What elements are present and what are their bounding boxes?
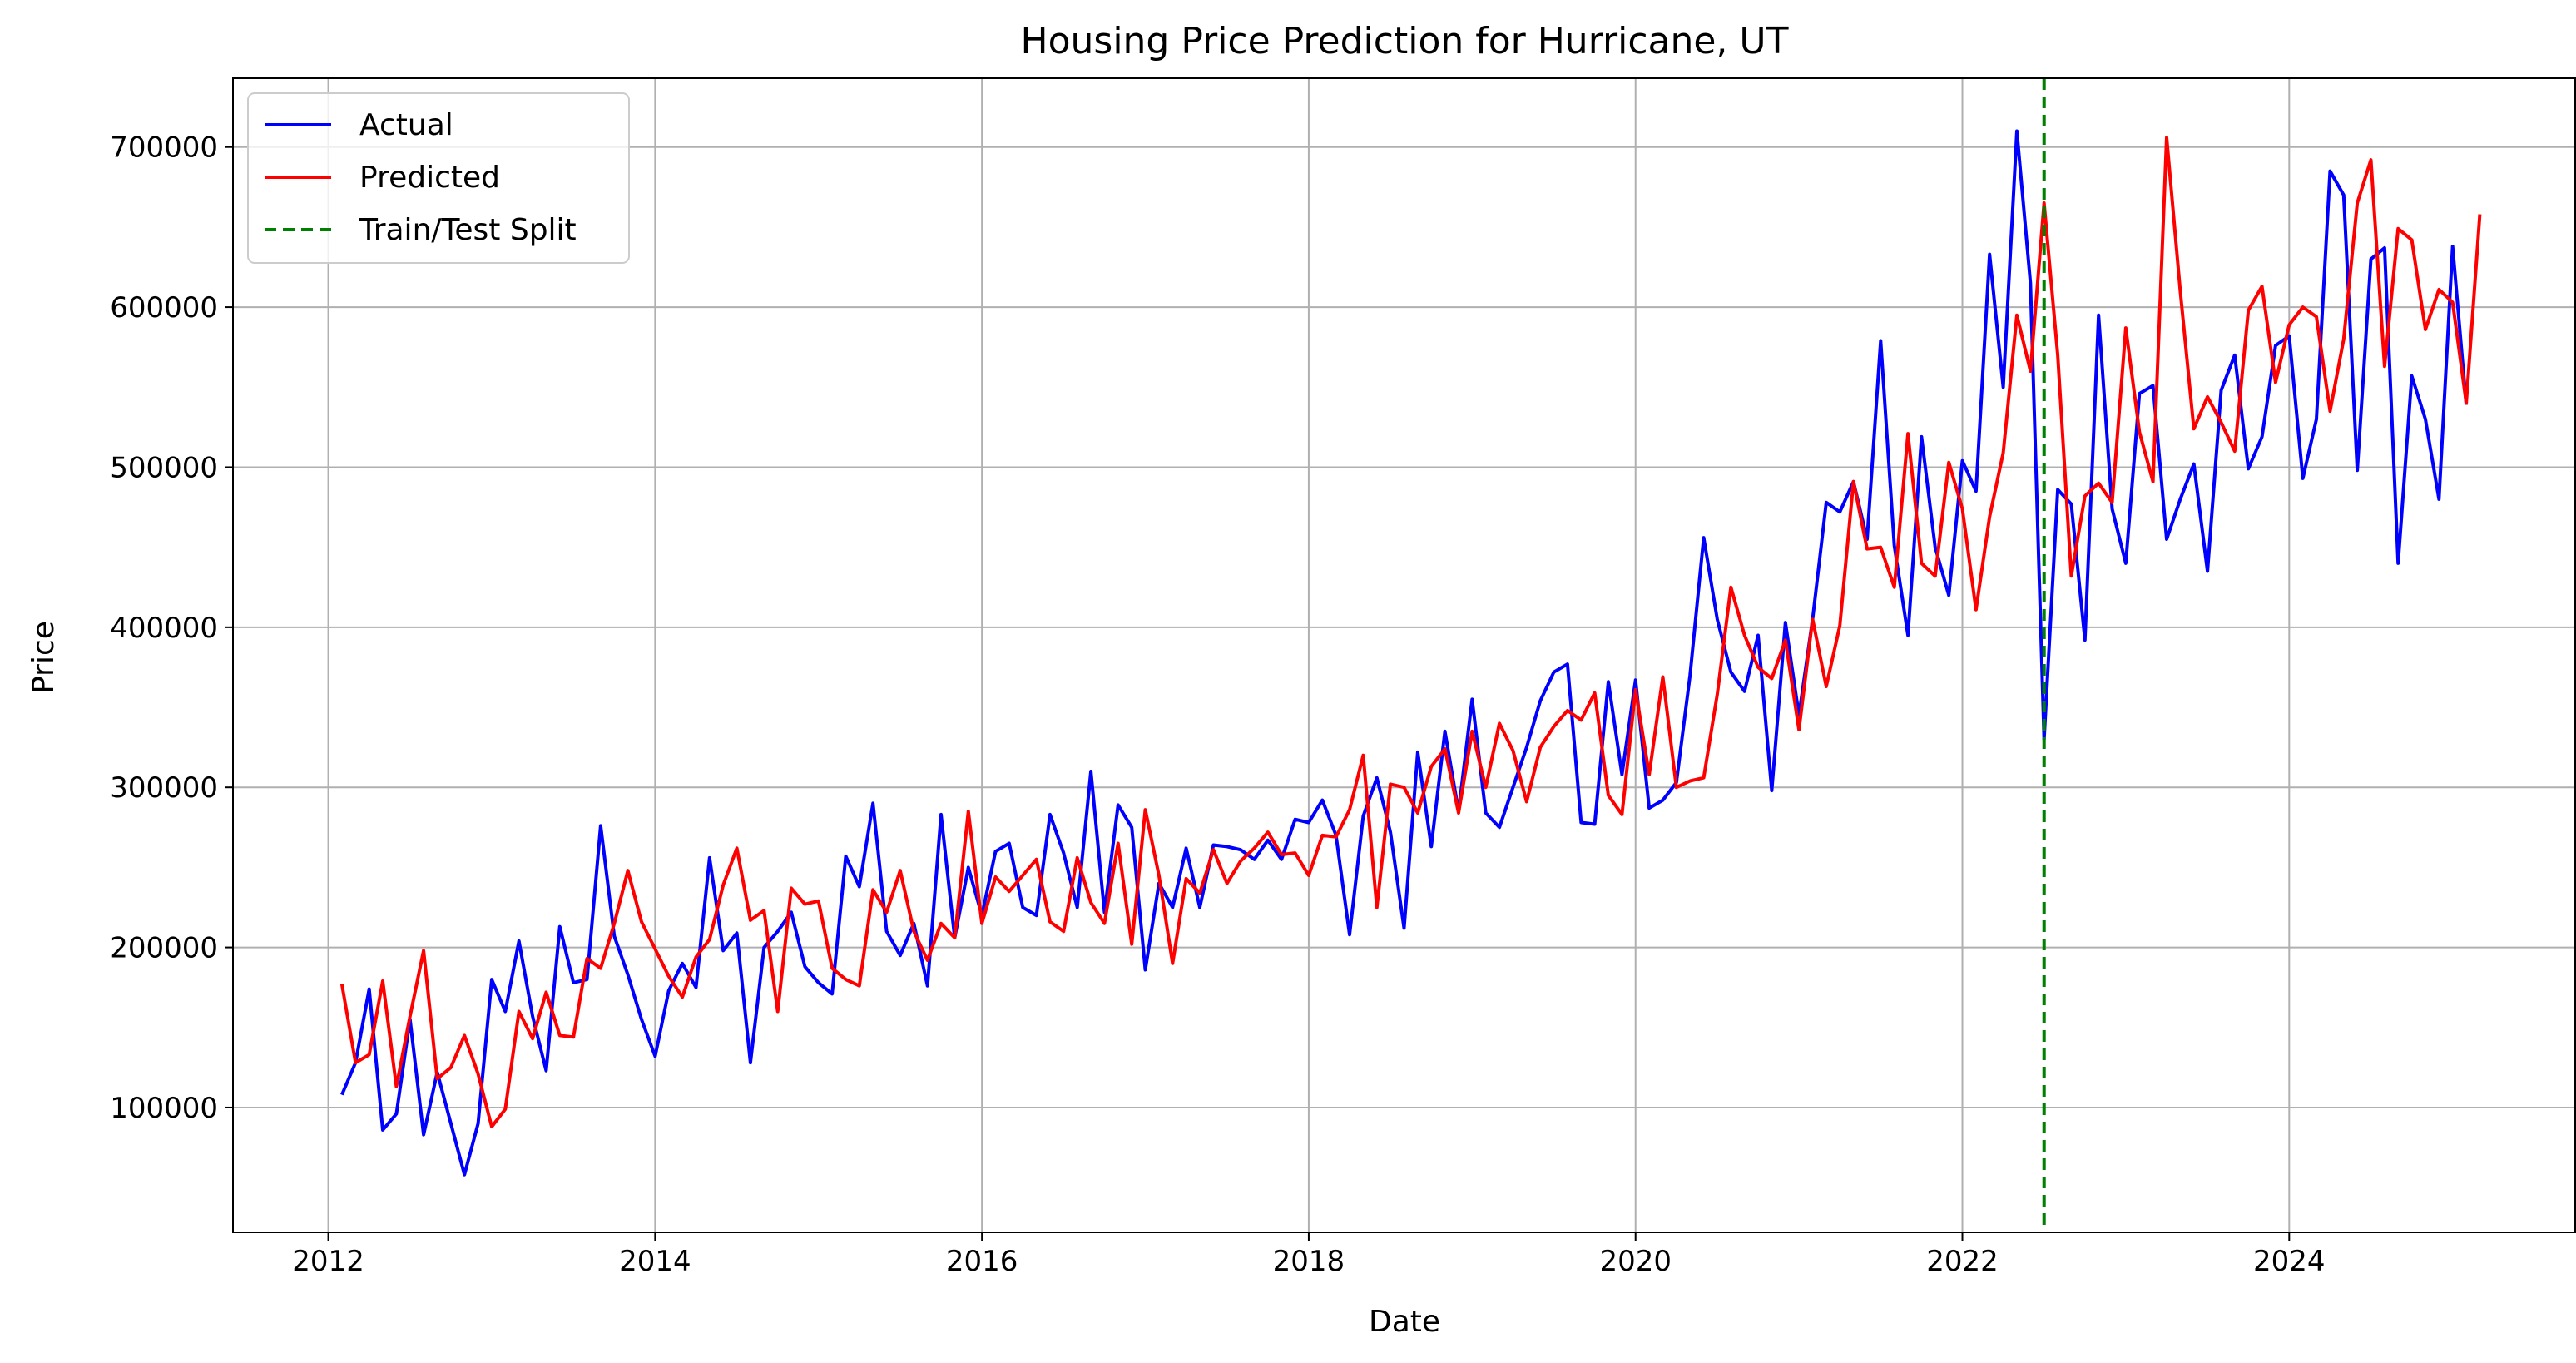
legend: Actual Predicted Train/Test Split xyxy=(247,92,630,264)
legend-label-predicted: Predicted xyxy=(359,161,500,195)
x-axis-ticks: 2012 2014 2016 2018 2020 2022 2024 xyxy=(292,1232,2326,1278)
y-tick-label: 600000 xyxy=(110,291,218,325)
series-lines xyxy=(339,78,2482,1232)
x-tick-label: 2016 xyxy=(946,1245,1018,1278)
y-axis-ticks: 100000 200000 300000 400000 500000 600000 7000… xyxy=(110,131,233,1125)
y-tick-label: 700000 xyxy=(110,131,218,165)
series-line-actual xyxy=(340,129,2469,1177)
chart-title: Housing Price Prediction for Hurricane, … xyxy=(1021,20,1789,62)
x-tick-label: 2014 xyxy=(619,1245,691,1278)
x-tick-label: 2022 xyxy=(1926,1245,1999,1278)
legend-label-actual: Actual xyxy=(359,108,453,142)
legend-label-split: Train/Test Split xyxy=(359,213,577,247)
plot-area-frame xyxy=(232,77,2576,1233)
y-tick-label: 100000 xyxy=(110,1092,218,1125)
x-tick-label: 2018 xyxy=(1273,1245,1345,1278)
legend-box xyxy=(247,92,630,264)
y-tick-label: 400000 xyxy=(110,612,218,645)
x-tick-label: 2012 xyxy=(292,1245,364,1278)
x-tick-label: 2020 xyxy=(1599,1245,1672,1278)
y-tick-label: 500000 xyxy=(110,451,218,484)
x-tick-label: 2024 xyxy=(2253,1245,2326,1278)
y-tick-label: 200000 xyxy=(110,932,218,965)
series-line-predicted xyxy=(339,136,2482,1128)
y-tick-label: 300000 xyxy=(110,771,218,805)
x-axis-label: Date xyxy=(1369,1305,1440,1339)
y-axis-label: Price xyxy=(27,621,61,694)
